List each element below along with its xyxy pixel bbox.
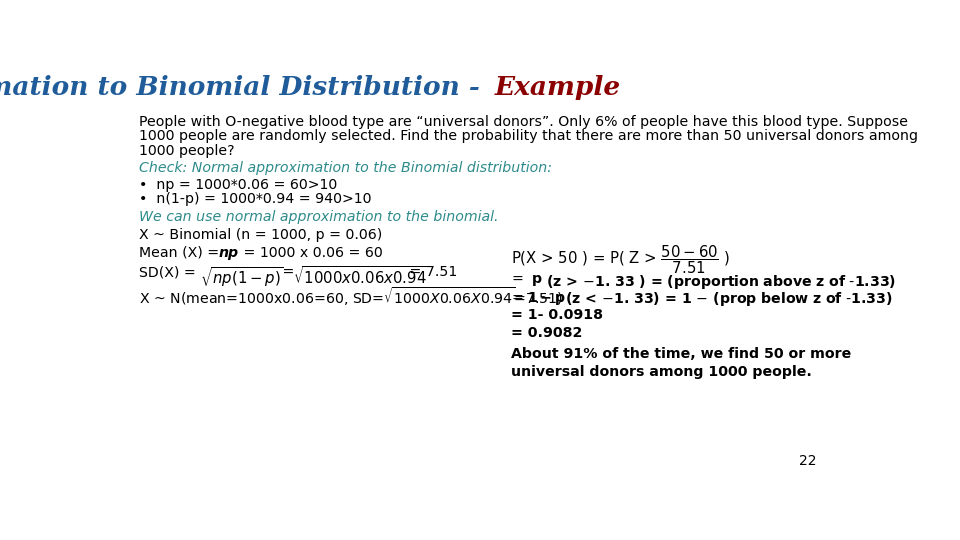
Text: = 0.9082: = 0.9082 <box>511 326 582 340</box>
Text: = $\mathbf{1 - p}$: = $\mathbf{1 - p}$ <box>511 290 565 307</box>
Text: About 91% of the time, we find 50 or more: About 91% of the time, we find 50 or mor… <box>511 347 851 361</box>
Text: •  np = 1000*0.06 = 60>10: • np = 1000*0.06 = 60>10 <box>138 178 337 192</box>
Text: We can use normal approximation to the binomial.: We can use normal approximation to the b… <box>138 210 498 224</box>
Text: $\sqrt{np(1-p)}$: $\sqrt{np(1-p)}$ <box>201 265 284 289</box>
Text: Mean (X) =: Mean (X) = <box>138 246 224 260</box>
Text: (z < $-$1. 33) = 1 $-$ $\mathbf{(prop\ below\ z\ of\ \text{-}1.33)}$: (z < $-$1. 33) = 1 $-$ $\mathbf{(prop\ b… <box>564 290 893 308</box>
Text: •  n(1-p) = 1000*0.94 = 940>10: • n(1-p) = 1000*0.94 = 940>10 <box>138 192 372 206</box>
Text: (z > $-$1. 33 ) = $\mathbf{(proportion\ above\ z\ of\ \text{-}1.33)}$: (z > $-$1. 33 ) = $\mathbf{(proportion\ … <box>546 273 897 291</box>
Text: P(X > 50 ) = P( Z > $\dfrac{50-60}{7.51}$ ): P(X > 50 ) = P( Z > $\dfrac{50-60}{7.51}… <box>511 244 730 276</box>
Text: = 1- 0.0918: = 1- 0.0918 <box>511 308 603 322</box>
Text: =: = <box>277 265 299 279</box>
Text: 22: 22 <box>800 454 817 468</box>
Text: X ~ Binomial (n = 1000, p = 0.06): X ~ Binomial (n = 1000, p = 0.06) <box>138 228 382 242</box>
Text: $\sqrt{1000x0.06x0.94}$: $\sqrt{1000x0.06x0.94}$ <box>293 265 429 287</box>
Text: universal donors among 1000 people.: universal donors among 1000 people. <box>511 365 811 379</box>
Text: 1000 people?: 1000 people? <box>138 144 234 158</box>
Text: X ~ N(mean=1000x0.06=60, SD=$\sqrt{1000X0.06X0.94}$=7.51): X ~ N(mean=1000x0.06=60, SD=$\sqrt{1000X… <box>138 285 563 308</box>
Text: People with O-negative blood type are “universal donors”. Only 6% of people have: People with O-negative blood type are “u… <box>138 114 907 129</box>
Text: = 7.51: = 7.51 <box>405 265 457 279</box>
Text: Check: Normal approximation to the Binomial distribution:: Check: Normal approximation to the Binom… <box>138 161 552 176</box>
Text: SD(X) =: SD(X) = <box>138 265 200 279</box>
Text: 1000 people are randomly selected. Find the probability that there are more than: 1000 people are randomly selected. Find … <box>138 129 918 143</box>
Text: np: np <box>218 246 238 260</box>
Text: = 1000 x 0.06 = 60: = 1000 x 0.06 = 60 <box>239 246 383 260</box>
Text: =  $\mathbf{p}$: = $\mathbf{p}$ <box>511 273 542 288</box>
Text: Normal Approximation to Binomial Distribution -: Normal Approximation to Binomial Distrib… <box>0 75 490 100</box>
Text: Example: Example <box>494 75 620 100</box>
